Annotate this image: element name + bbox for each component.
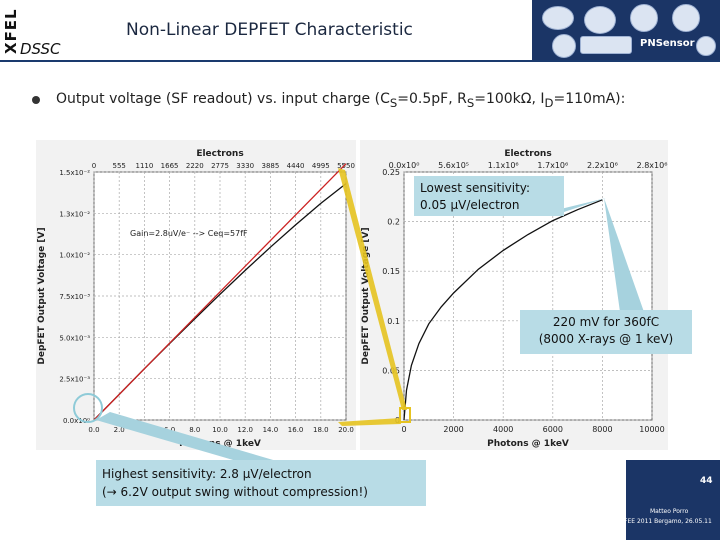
note-lowest-line-1: Lowest sensitivity: [420,181,531,195]
x-top-axis-label: Electrons [504,149,551,159]
x-top-axis-label: Electrons [196,149,243,159]
x-top-tick-label: 2.8x10⁶ [637,161,668,170]
series-line-2 [93,163,347,421]
gain-annotation: Gain=2.8uV/e⁻ --> Ceq=57fF [130,229,248,238]
x-top-tick-label: 0.0x10⁰ [389,161,420,170]
x-top-tick-label: 5.6x10⁵ [438,161,469,170]
x-tick-label: 4000 [493,425,513,434]
header-rule [0,60,720,62]
y-tick-label: 5.0x10⁻³ [59,334,90,342]
chart-linear-region: 0.02.04.06.08.010.012.014.016.018.020.00… [37,149,355,449]
project-label: DSSC [20,40,61,58]
x-tick-label: 6000 [543,425,563,434]
logo-7-icon [696,36,716,56]
logo-6-icon [580,36,632,54]
x-top-tick-label: 0 [92,162,96,170]
x-tick-label: 8000 [592,425,612,434]
bullet-dot-icon [32,96,40,104]
y-tick-label: 1.3x10⁻² [59,210,90,218]
page-number: 44 [700,476,713,486]
y-axis-label: DepFET Output Voltage [V] [37,227,47,364]
y-axis-label: DepFET Output Voltage [V] [361,227,371,364]
y-tick-label: 0.2 [387,218,400,227]
note-lowest-line-2: 0.05 µV/electron [420,198,520,212]
x-top-tick-label: 1110 [135,162,153,170]
logo-4-icon [672,4,700,32]
x-tick-label: 20.0 [338,426,354,434]
x-top-tick-label: 2775 [211,162,229,170]
logo-2-icon [584,6,616,34]
x-top-tick-label: 3885 [261,162,279,170]
note-highest-sensitivity: Highest sensitivity: 2.8 µV/electron (→ … [96,460,426,506]
x-tick-label: 16.0 [288,426,304,434]
note-mid-line-2: (8000 X-rays @ 1 keV) [538,332,674,346]
y-tick-label: 2.5x10⁻³ [59,376,90,384]
x-tick-label: 18.0 [313,426,329,434]
x-axis-label: Photons @ 1keV [179,439,261,449]
x-tick-label: 0.0 [88,426,99,434]
yellow-connector-top [338,168,407,410]
pnsensor-logo: PNSensor [640,38,695,49]
footer-author: Matteo Porro [650,508,689,515]
teal-connector-high [96,412,280,462]
x-tick-label: 10.0 [212,426,228,434]
x-top-tick-label: 2.2x10⁶ [587,161,618,170]
series-line-1 [403,199,603,421]
teal-connector-mid [604,198,644,312]
note-full-swing: 220 mV for 360fC (8000 X-rays @ 1 keV) [520,310,692,354]
y-tick-label: 1.5x10⁻² [59,169,90,177]
x-top-tick-label: 5550 [337,162,355,170]
x-axis-label: Photons @ 1keV [487,439,569,449]
note-highest-line-1: Highest sensitivity: 2.8 µV/electron [102,467,312,481]
x-tick-label: 10000 [639,425,664,434]
y-tick-label: 7.5x10⁻³ [59,293,90,301]
y-tick-label: 0.25 [382,168,400,177]
x-tick-label: 12.0 [237,426,253,434]
footer-corner [626,460,720,540]
logo-1-icon [542,6,574,30]
note-mid-line-1: 220 mV for 360fC [552,315,660,329]
yellow-connector-bottom [338,418,401,426]
x-top-tick-label: 4995 [312,162,330,170]
bullet-text: Output voltage (SF readout) vs. input ch… [56,91,626,110]
y-tick-label: 0.15 [382,267,400,276]
note-lowest-sensitivity: Lowest sensitivity: 0.05 µV/electron [414,176,564,216]
note-highest-line-2: (→ 6.2V output swing without compression… [102,485,368,499]
origin-circle [73,393,103,423]
x-tick-label: 14.0 [263,426,279,434]
x-tick-label: 2000 [443,425,463,434]
x-top-tick-label: 1665 [161,162,179,170]
x-top-tick-label: 1.1x10⁶ [488,161,519,170]
partner-logos: PNSensor [532,0,720,60]
x-top-tick-label: 555 [113,162,126,170]
footer-event: FEE 2011 Bergamo, 26.05.11 [624,518,712,525]
y-tick-label: 0.1 [387,317,400,326]
logo-5-icon [552,34,576,58]
x-tick-label: 8.0 [189,426,200,434]
y-tick-label: 0.05 [382,366,400,375]
slide-title: Non-Linear DEPFET Characteristic [126,20,413,40]
x-top-tick-label: 3330 [236,162,254,170]
y-tick-label: 1.0x10⁻² [59,252,90,260]
x-tick-label: 0 [401,425,406,434]
x-top-tick-label: 1.7x10⁶ [537,161,568,170]
logo-3-icon [630,4,658,32]
x-top-tick-label: 2220 [186,162,204,170]
x-tick-label: 2.0 [114,426,125,434]
x-top-tick-label: 4440 [287,162,305,170]
y-tick-label: 0.0x10⁰ [63,417,90,425]
